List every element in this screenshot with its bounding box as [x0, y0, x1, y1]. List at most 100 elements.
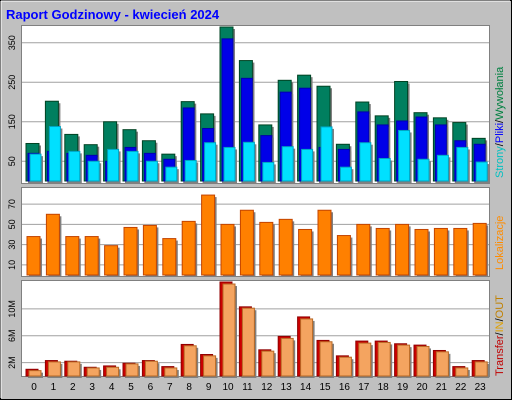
- ylabel-in: IN: [494, 321, 506, 332]
- x-axis-hour-labels: 0 1 2 3 4 5 6 7 8 9 10 11 12 13 14 15 16 17 18 19 20 21 22 23: [31, 382, 486, 393]
- bar-locations-15: [317, 209, 332, 276]
- ylabel-pages-files-hits: Strony/Pliki/Wywołania: [494, 66, 506, 178]
- bar-locations-8: [181, 220, 196, 276]
- x-tick-label-1: 1: [51, 382, 57, 393]
- bars-transfer: [25, 281, 490, 378]
- x-tick-label-3: 3: [89, 382, 95, 393]
- x-tick-label-10: 10: [222, 382, 234, 393]
- bar-transfer-out-5: [125, 363, 139, 377]
- bar-pages-7: [165, 166, 178, 182]
- ylabel-sep1: /: [494, 142, 506, 146]
- ticks-transfer: 2M 6M 10M: [7, 300, 17, 369]
- bar-transfer-out-11: [241, 307, 255, 377]
- panel-pages-files-hits: 50 150 250 350: [7, 25, 490, 184]
- x-tick-label-12: 12: [261, 382, 273, 393]
- bar-locations-13: [278, 218, 293, 276]
- x-tick-label-16: 16: [339, 382, 351, 393]
- ylabel-tsep1: /: [494, 331, 506, 335]
- ylabel-wywolania: Wywołania: [494, 66, 506, 120]
- bar-pages-2: [68, 150, 81, 182]
- x-tick-label-21: 21: [436, 382, 448, 393]
- bar-locations-20: [414, 228, 429, 276]
- bar-pages-5: [126, 150, 139, 182]
- bar-pages-16: [339, 166, 352, 182]
- ylabel-pliki: Pliki: [494, 123, 506, 143]
- x-tick-label-19: 19: [397, 382, 409, 393]
- bar-transfer-out-3: [86, 367, 100, 377]
- panel-transfer: 2M 6M 10M: [7, 280, 490, 378]
- x-tick-label-20: 20: [416, 382, 428, 393]
- bar-transfer-out-4: [106, 366, 120, 377]
- bar-transfer-out-9: [203, 355, 217, 377]
- y-tick-label: 10M: [7, 300, 17, 318]
- chart-title: Raport Godzinowy - kwiecień 2024: [6, 7, 220, 22]
- y-tick-label: 150: [7, 114, 17, 129]
- x-tick-label-6: 6: [148, 382, 154, 393]
- x-tick-label-4: 4: [109, 382, 115, 393]
- bar-locations-9: [201, 194, 216, 276]
- bar-pages-12: [262, 161, 275, 182]
- x-tick-label-11: 11: [242, 382, 253, 393]
- bar-pages-17: [359, 142, 372, 182]
- y-tick-label: 50: [7, 156, 17, 166]
- bar-transfer-out-10: [222, 283, 236, 377]
- bar-pages-6: [145, 160, 158, 182]
- ylabel-transfer: Transfer/IN/OUT: [494, 295, 506, 376]
- x-tick-label-2: 2: [70, 382, 76, 393]
- bar-pages-14: [301, 148, 314, 182]
- bar-transfer-out-17: [358, 342, 372, 377]
- bars-locations: [26, 194, 489, 277]
- bar-transfer-out-0: [28, 370, 42, 377]
- bar-transfer-out-2: [67, 361, 81, 377]
- bar-locations-2: [65, 236, 80, 276]
- y-tick-label: 70: [7, 199, 17, 209]
- bar-locations-5: [123, 226, 138, 276]
- bar-transfer-out-16: [338, 356, 352, 377]
- bar-locations-4: [104, 245, 119, 276]
- ylabel-tsep2: /: [494, 317, 506, 321]
- ylabel-locations: Lokalizacje: [494, 216, 506, 270]
- x-tick-label-15: 15: [319, 382, 331, 393]
- bar-locations-1: [45, 213, 60, 276]
- bar-locations-11: [239, 209, 254, 276]
- ticks-locations: 10 30 50 70: [7, 199, 17, 270]
- bar-transfer-out-14: [300, 318, 314, 377]
- bar-locations-6: [142, 224, 157, 276]
- ylabel-transfer-word: Transfer: [494, 335, 506, 376]
- bar-transfer-out-23: [474, 361, 488, 377]
- x-tick-label-5: 5: [128, 382, 134, 393]
- x-tick-label-9: 9: [206, 382, 212, 393]
- y-tick-label: 30: [7, 240, 17, 250]
- bar-pages-4: [107, 148, 120, 182]
- bar-pages-21: [436, 154, 449, 182]
- ticks-pages-files-hits: 50 150 250 350: [7, 35, 17, 166]
- bar-locations-7: [162, 238, 177, 276]
- bar-locations-17: [356, 223, 371, 276]
- bar-pages-9: [204, 142, 217, 182]
- x-tick-label-18: 18: [378, 382, 390, 393]
- bar-transfer-out-6: [144, 360, 158, 377]
- x-tick-label-17: 17: [358, 382, 370, 393]
- x-tick-label-8: 8: [186, 382, 192, 393]
- bar-pages-20: [417, 158, 430, 182]
- bar-locations-14: [298, 228, 313, 276]
- bar-transfer-out-12: [261, 350, 275, 377]
- x-tick-label-23: 23: [475, 382, 487, 393]
- bar-pages-0: [29, 153, 42, 182]
- x-tick-label-7: 7: [167, 382, 173, 393]
- bar-pages-19: [398, 129, 411, 182]
- bar-pages-22: [456, 146, 469, 182]
- x-tick-label-13: 13: [281, 382, 293, 393]
- ylabel-sep2: /: [494, 119, 506, 123]
- bar-locations-21: [433, 227, 448, 276]
- x-tick-label-22: 22: [455, 382, 467, 393]
- y-tick-label: 2M: [7, 356, 17, 369]
- bar-pages-1: [48, 126, 61, 182]
- ylabel-out: OUT: [494, 295, 506, 319]
- bar-transfer-out-15: [319, 341, 333, 377]
- bar-locations-3: [84, 236, 99, 276]
- bar-transfer-out-21: [435, 351, 449, 377]
- bar-transfer-out-13: [280, 337, 294, 377]
- bars-pages-files-hits: [25, 26, 490, 183]
